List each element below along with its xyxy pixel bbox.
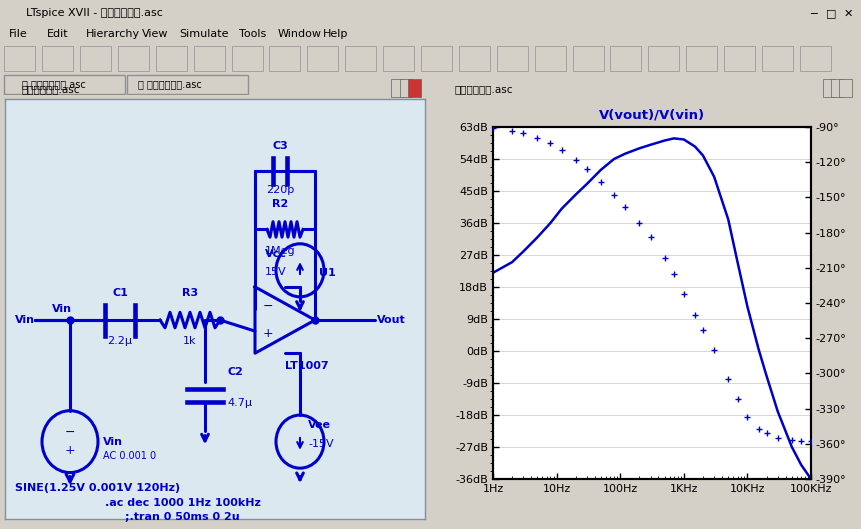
- Text: 滤波放大电路.asc: 滤波放大电路.asc: [455, 84, 513, 94]
- Text: 1Meg: 1Meg: [264, 246, 295, 256]
- Title: V(vout)/V(vin): V(vout)/V(vin): [599, 108, 705, 122]
- Text: C1: C1: [112, 288, 128, 298]
- Bar: [4, 75, 125, 94]
- Bar: [762, 47, 793, 71]
- Text: 220p: 220p: [266, 185, 294, 195]
- Text: ─: ─: [810, 8, 817, 19]
- Text: ✕: ✕: [844, 8, 852, 19]
- Bar: [232, 47, 263, 71]
- Bar: [610, 47, 641, 71]
- Text: 📈 滤波放大电路.asc: 📈 滤波放大电路.asc: [22, 80, 85, 89]
- Text: Edit: Edit: [47, 29, 69, 39]
- Text: 1k: 1k: [183, 336, 197, 346]
- Bar: [573, 47, 604, 71]
- Bar: [459, 47, 490, 71]
- Bar: [269, 47, 300, 71]
- Text: +: +: [263, 327, 274, 340]
- Bar: [497, 47, 528, 71]
- Text: View: View: [142, 29, 169, 39]
- Bar: [400, 79, 412, 97]
- Bar: [724, 47, 755, 71]
- Bar: [421, 47, 452, 71]
- Text: SINE(1.25V 0.001V 120Hz): SINE(1.25V 0.001V 120Hz): [15, 484, 180, 494]
- Text: Vee: Vee: [308, 421, 331, 431]
- Bar: [118, 47, 149, 71]
- Bar: [80, 47, 111, 71]
- Text: Hierarchy: Hierarchy: [86, 29, 140, 39]
- Bar: [42, 47, 73, 71]
- Bar: [686, 47, 717, 71]
- Bar: [408, 79, 421, 97]
- Text: Vin: Vin: [103, 436, 123, 446]
- Text: .ac dec 1000 1Hz 100kHz: .ac dec 1000 1Hz 100kHz: [105, 498, 261, 508]
- Bar: [535, 47, 566, 71]
- Bar: [4, 47, 35, 71]
- Text: Vin: Vin: [15, 315, 35, 325]
- Text: LT1007: LT1007: [285, 361, 329, 371]
- Text: 2.2μ: 2.2μ: [108, 336, 133, 346]
- Text: −: −: [65, 426, 75, 439]
- Bar: [800, 47, 831, 71]
- Text: Simulate: Simulate: [179, 29, 228, 39]
- Text: C3: C3: [272, 141, 288, 151]
- Text: Vcc: Vcc: [265, 249, 287, 259]
- Text: AC 0.001 0: AC 0.001 0: [103, 451, 156, 461]
- Text: Tools: Tools: [239, 29, 267, 39]
- Bar: [307, 47, 338, 71]
- Text: C2: C2: [227, 367, 243, 377]
- Text: U1: U1: [319, 268, 336, 278]
- Text: □: □: [826, 8, 836, 19]
- Bar: [156, 47, 187, 71]
- Text: R2: R2: [272, 199, 288, 209]
- Bar: [831, 79, 844, 97]
- Bar: [392, 79, 404, 97]
- Text: Vin: Vin: [52, 304, 72, 314]
- Text: LTspice XVII - 滤波放大电路.asc: LTspice XVII - 滤波放大电路.asc: [26, 8, 163, 19]
- Text: +: +: [65, 444, 75, 457]
- Text: R3: R3: [182, 288, 198, 298]
- Text: Vout: Vout: [377, 315, 406, 325]
- Text: Help: Help: [323, 29, 348, 39]
- Text: -15V: -15V: [308, 439, 333, 449]
- Text: File: File: [9, 29, 28, 39]
- Text: 4.7μ: 4.7μ: [227, 398, 252, 408]
- Bar: [194, 47, 225, 71]
- Text: −: −: [263, 300, 274, 313]
- Text: Window: Window: [278, 29, 322, 39]
- Text: 15V: 15V: [265, 267, 287, 277]
- Text: 📋 滤波放大电路.asc: 📋 滤波放大电路.asc: [138, 80, 201, 89]
- Bar: [383, 47, 414, 71]
- Bar: [345, 47, 376, 71]
- Bar: [648, 47, 679, 71]
- Text: ;.tran 0 50ms 0 2u: ;.tran 0 50ms 0 2u: [125, 512, 239, 522]
- Bar: [127, 75, 248, 94]
- Bar: [839, 79, 852, 97]
- Text: 滤波放大电路.asc: 滤波放大电路.asc: [22, 84, 80, 94]
- Bar: [822, 79, 835, 97]
